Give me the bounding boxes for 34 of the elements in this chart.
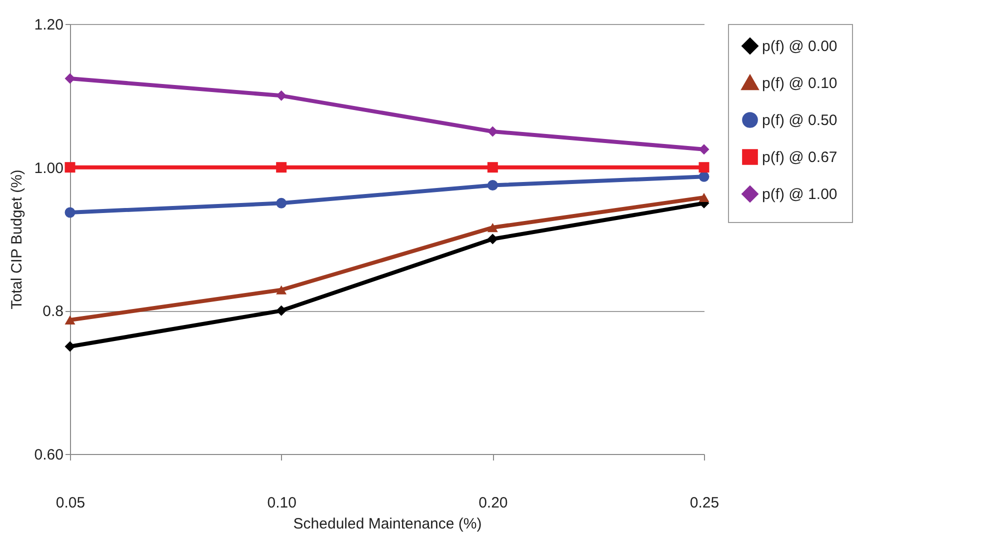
point bbox=[487, 126, 498, 137]
legend-label: p(f) @ 1.00 bbox=[762, 186, 838, 203]
point bbox=[698, 162, 710, 173]
legend-label: p(f) @ 0.67 bbox=[762, 149, 838, 166]
x-tick-label: 0.05 bbox=[56, 494, 86, 512]
point bbox=[698, 192, 710, 202]
point bbox=[276, 285, 287, 294]
point bbox=[276, 90, 287, 101]
y-tick-label: 0.60 bbox=[34, 446, 64, 464]
point bbox=[698, 171, 710, 182]
point bbox=[64, 207, 76, 218]
point bbox=[276, 305, 287, 316]
point bbox=[487, 222, 498, 232]
point bbox=[64, 73, 76, 84]
point bbox=[698, 144, 710, 155]
y-tick-label: 0.8 bbox=[42, 303, 64, 320]
legend-label: p(f) @ 0.00 bbox=[762, 38, 838, 55]
y-tick-label: 1.20 bbox=[34, 16, 64, 34]
point bbox=[276, 198, 287, 208]
point bbox=[487, 180, 498, 190]
y-axis-title: Total CIP Budget (%) bbox=[8, 170, 26, 310]
x-tick-label: 0.10 bbox=[267, 494, 296, 512]
point bbox=[487, 234, 498, 244]
point bbox=[64, 162, 76, 173]
point bbox=[276, 162, 287, 173]
legend-label: p(f) @ 0.10 bbox=[762, 75, 838, 92]
legend-label: p(f) @ 0.50 bbox=[762, 112, 838, 129]
y-tick-label: 1.00 bbox=[34, 160, 64, 177]
point bbox=[64, 341, 76, 352]
point bbox=[487, 162, 498, 173]
x-axis-title: Scheduled Maintenance (%) bbox=[293, 516, 482, 532]
x-tick-label: 0.25 bbox=[690, 494, 720, 512]
x-tick-label: 0.20 bbox=[478, 494, 508, 512]
point bbox=[64, 315, 76, 325]
